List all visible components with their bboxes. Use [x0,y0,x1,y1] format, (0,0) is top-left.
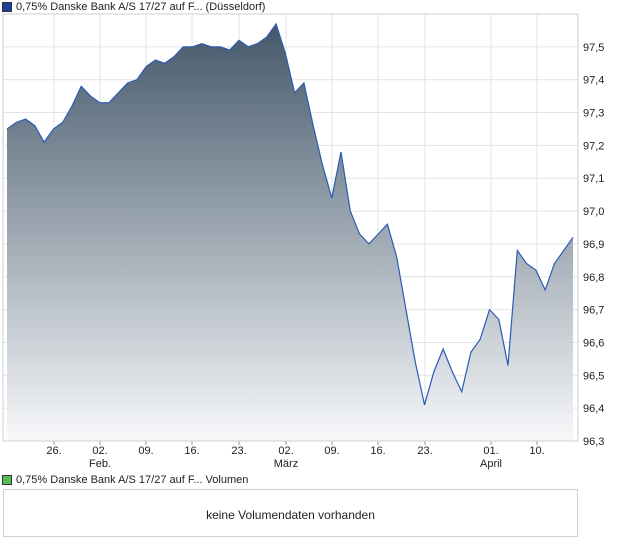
x-tick-label: 09. [324,445,339,457]
x-tick-label: 16. [184,445,199,457]
x-tick-label: 10. [529,445,544,457]
price-legend-swatch [2,2,12,12]
x-tick-label: 16. [370,445,385,457]
y-tick-label: 97,2 [583,140,604,152]
volume-legend-swatch [2,475,12,485]
price-area [7,23,573,442]
price-chart: 97,5 97,4 97,3 97,2 97,1 97,0 96,9 96,8 96,7 96,6… [2,13,604,470]
x-month-label: April [480,458,502,470]
y-tick-label: 96,5 [583,370,604,382]
x-month-label: Feb. [89,458,111,470]
y-tick-label: 96,7 [583,305,604,317]
volume-legend: 0,75% Danske Bank A/S 17/27 auf F... Vol… [2,474,248,486]
y-tick-label: 96,6 [583,337,604,349]
y-tick-label: 96,3 [583,436,604,448]
volume-panel: keine Volumendaten vorhanden [3,489,578,537]
y-tick-label: 96,9 [583,239,604,251]
x-month-label: März [274,458,298,470]
price-line [6,22,574,406]
x-tick-label: 02. [278,445,293,457]
x-tick-label: 23. [231,445,246,457]
x-tick-label: 09. [138,445,153,457]
y-tick-label: 97,3 [583,108,604,120]
x-tick-label: 23. [417,445,432,457]
y-tick-label: 97,5 [583,42,604,54]
price-legend-label: 0,75% Danske Bank A/S 17/27 auf F... (Dü… [16,1,266,13]
x-tick-label: 02. [92,445,107,457]
plot-frame-border [2,13,579,442]
price-legend: 0,75% Danske Bank A/S 17/27 auf F... (Dü… [2,1,265,13]
y-tick-label: 96,4 [583,403,604,415]
y-tick-label: 96,8 [583,272,604,284]
volume-empty-message: keine Volumendaten vorhanden [206,508,375,522]
volume-legend-label: 0,75% Danske Bank A/S 17/27 auf F... Vol… [16,474,249,486]
x-tick-label: 01. [483,445,498,457]
y-tick-label: 97,4 [583,75,604,87]
y-tick-label: 97,0 [583,206,604,218]
x-tick-label: 26. [46,445,61,457]
y-tick-label: 97,1 [583,173,604,185]
